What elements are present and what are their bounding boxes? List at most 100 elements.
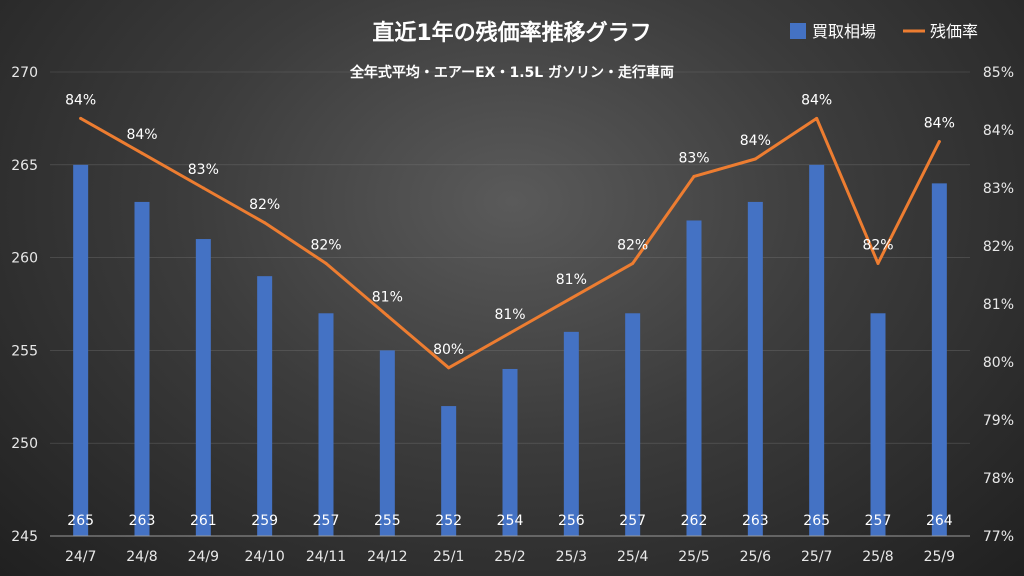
- x-tick-label: 25/3: [556, 549, 587, 565]
- line-value-label: 82%: [310, 237, 341, 253]
- line-point: [753, 157, 757, 161]
- bar-value-label: 261: [190, 513, 217, 529]
- x-tick-label: 25/9: [924, 549, 955, 565]
- y-right-tick-label: 81%: [983, 297, 1014, 313]
- y-left-tick-label: 250: [11, 436, 38, 452]
- x-tick-label: 24/9: [188, 549, 219, 565]
- x-tick-label: 24/7: [65, 549, 96, 565]
- legend-line-label: 残価率: [930, 22, 978, 41]
- chart-title: 直近1年の残価率推移グラフ: [372, 20, 651, 46]
- bar-value-label: 259: [251, 513, 278, 529]
- bar-value-label: 257: [313, 513, 340, 529]
- y-left-tick-label: 255: [11, 343, 38, 359]
- y-right-tick-label: 77%: [983, 529, 1014, 545]
- y-right-tick-label: 78%: [983, 471, 1014, 487]
- y-left-tick-label: 260: [11, 251, 38, 267]
- bar: [502, 368, 518, 536]
- x-tick-label: 24/8: [126, 549, 157, 565]
- bar: [441, 406, 457, 536]
- label-layer: 265 263 261 259 257 255 252 254 256 257 262 263 265 2…: [65, 92, 955, 529]
- line-point: [140, 151, 144, 155]
- axis-layer: 245 250 255 260 265 270 77% 78% 79% 80% 81% 82% 83% 8…: [11, 65, 1014, 565]
- line-layer: [79, 116, 941, 370]
- line-point: [631, 261, 635, 265]
- bar-value-label: 265: [803, 513, 830, 529]
- bar-value-label: 256: [558, 513, 585, 529]
- line-value-label: 84%: [740, 133, 771, 149]
- bar: [625, 313, 641, 536]
- y-right-tick-label: 79%: [983, 413, 1014, 429]
- bar: [195, 239, 211, 537]
- bar: [563, 331, 579, 536]
- y-left-tick-label: 270: [11, 65, 38, 81]
- bar: [931, 183, 947, 537]
- bar: [379, 350, 395, 536]
- line-value-label: 83%: [188, 162, 219, 178]
- x-tick-label: 25/7: [801, 549, 832, 565]
- bar-value-label: 255: [374, 513, 401, 529]
- bar: [73, 164, 89, 537]
- bar: [686, 220, 702, 537]
- line-value-label: 81%: [372, 290, 403, 306]
- line-value-label: 80%: [433, 342, 464, 358]
- bar-layer: [73, 164, 947, 537]
- bar: [257, 276, 273, 536]
- line-value-label: 81%: [494, 307, 525, 323]
- line-point: [201, 186, 205, 190]
- line-point: [876, 261, 880, 265]
- y-right-tick-label: 80%: [983, 355, 1014, 371]
- bar-value-label: 263: [742, 513, 769, 529]
- line-value-label: 84%: [65, 92, 96, 108]
- bar-value-label: 262: [681, 513, 708, 529]
- bar-value-label: 265: [67, 513, 94, 529]
- line-value-label: 81%: [556, 272, 587, 288]
- line-point: [263, 221, 267, 225]
- bar-value-label: 252: [435, 513, 462, 529]
- line-point: [692, 174, 696, 178]
- y-left-tick-label: 265: [11, 158, 38, 174]
- line-point: [79, 116, 83, 120]
- bar-value-label: 263: [129, 513, 156, 529]
- line-value-label: 84%: [126, 127, 157, 143]
- x-tick-label: 24/10: [244, 549, 284, 565]
- line-value-label: 82%: [249, 197, 280, 213]
- bar-value-label: 257: [619, 513, 646, 529]
- bar: [134, 201, 150, 537]
- legend: 買取相場 残価率: [790, 22, 978, 41]
- bar: [747, 201, 763, 537]
- bar: [318, 313, 334, 536]
- chart-subtitle: 全年式平均・エアーEX・1.5L ガソリン・走行車両: [349, 64, 674, 81]
- bar-value-label: 254: [497, 513, 524, 529]
- line-point: [385, 314, 389, 318]
- line-value-label: 84%: [801, 92, 832, 108]
- y-left-tick-label: 245: [11, 529, 38, 545]
- x-tick-label: 25/6: [740, 549, 772, 565]
- bar: [870, 313, 886, 536]
- line-value-label: 82%: [862, 237, 893, 253]
- x-tick-label: 25/8: [862, 549, 893, 565]
- y-right-tick-label: 82%: [983, 239, 1014, 255]
- line-point: [324, 261, 328, 265]
- legend-bar-label: 買取相場: [812, 22, 876, 41]
- y-right-tick-label: 84%: [983, 123, 1014, 139]
- legend-bar-swatch: [790, 23, 806, 39]
- bar-value-label: 257: [865, 513, 892, 529]
- line-point: [937, 140, 941, 144]
- x-tick-label: 25/4: [617, 549, 649, 565]
- line-value-label: 83%: [678, 150, 709, 166]
- x-tick-label: 25/2: [494, 549, 525, 565]
- line-point: [815, 116, 819, 120]
- x-tick-label: 24/11: [306, 549, 346, 565]
- line-point: [508, 331, 512, 335]
- x-tick-label: 25/1: [433, 549, 464, 565]
- line-value-label: 84%: [924, 116, 955, 132]
- bar: [809, 164, 825, 537]
- x-tick-label: 25/5: [678, 549, 709, 565]
- line-value-label: 82%: [617, 237, 648, 253]
- bar-value-label: 264: [926, 513, 953, 529]
- line-point: [569, 296, 573, 300]
- y-right-tick-label: 85%: [983, 65, 1014, 81]
- y-right-tick-label: 83%: [983, 181, 1014, 197]
